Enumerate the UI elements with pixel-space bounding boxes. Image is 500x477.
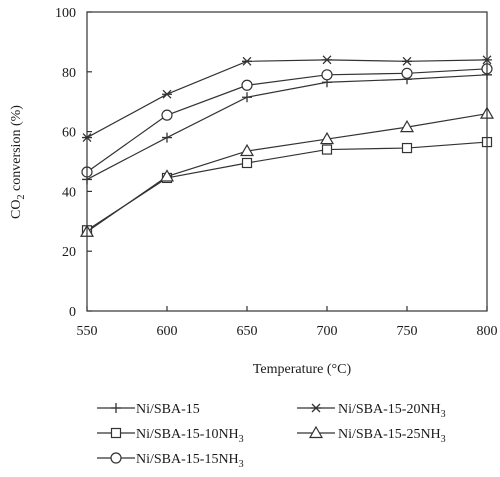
legend-marker-1 [110, 427, 122, 439]
data-point-0-650 [242, 92, 252, 103]
series-4 [79, 106, 495, 237]
data-point-2-650 [241, 79, 253, 91]
data-point-3-600 [162, 89, 172, 99]
data-point-0-600 [162, 132, 172, 143]
data-point-1-700 [321, 144, 333, 155]
series-line-0 [86, 74, 488, 180]
legend-item-0: Ni/SBA-15 [97, 402, 200, 417]
legend: Ni/SBA-15 Ni/SBA-15-10NH3 Ni/SBA-15-15NH3 N… [97, 402, 446, 470]
y-axis-title-subscript: 2 [16, 194, 27, 199]
y-tick-label-20: 20 [62, 245, 76, 260]
y-axis-title-suffix: conversion (%) [9, 105, 24, 195]
series-1 [81, 136, 493, 236]
axes: 550 600 650 700 750 800 0 20 40 60 80 100 [55, 6, 498, 339]
series-line-1 [86, 141, 488, 231]
data-point-4-700 [319, 131, 335, 145]
legend-label-3: Ni/SBA-15-20NH3 [338, 402, 446, 420]
legend-label-0: Ni/SBA-15 [136, 402, 200, 417]
legend-marker-2 [110, 452, 122, 464]
series-0 [82, 69, 492, 185]
series-line-2 [86, 68, 488, 173]
legend-marker-0 [111, 403, 121, 413]
series-3 [82, 55, 492, 143]
data-point-3-700 [322, 55, 332, 65]
data-point-2-700 [321, 69, 333, 81]
data-point-1-750 [401, 142, 413, 154]
y-tick-label-80: 80 [62, 66, 76, 81]
y-axis-title: CO2 conversion (%) [9, 105, 27, 219]
legend-marker-4 [308, 425, 324, 439]
legend-marker-3 [311, 403, 321, 413]
x-tick-label-750: 750 [397, 324, 418, 339]
legend-label-2: Ni/SBA-15-15NH3 [136, 452, 244, 470]
plot-frame [86, 11, 488, 312]
x-tick-label-800: 800 [477, 324, 498, 339]
series-2 [81, 63, 493, 178]
data-point-4-750 [399, 119, 415, 133]
data-point-2-750 [401, 67, 413, 79]
data-point-1-650 [241, 157, 253, 169]
x-axis-title: Temperature (°C) [253, 362, 352, 377]
series-line-4 [86, 113, 488, 233]
data-point-3-650 [242, 56, 252, 66]
y-axis-title-prefix: CO [9, 199, 24, 218]
data-point-2-600 [161, 109, 173, 121]
legend-item-4: Ni/SBA-15-25NH3 [297, 425, 446, 445]
x-tick-label-650: 650 [237, 324, 258, 339]
x-tick-label-700: 700 [317, 324, 338, 339]
data-point-4-650 [239, 143, 255, 157]
x-tick-label-550: 550 [77, 324, 98, 339]
y-tick-label-100: 100 [55, 6, 76, 21]
y-tick-label-0: 0 [69, 305, 76, 320]
plot-area [79, 55, 495, 237]
legend-label-4: Ni/SBA-15-25NH3 [338, 427, 446, 445]
legend-item-3: Ni/SBA-15-20NH3 [297, 402, 446, 420]
data-point-3-750 [402, 56, 412, 66]
series-line-3 [86, 59, 488, 139]
legend-item-2: Ni/SBA-15-15NH3 [97, 452, 244, 470]
x-tick-label-600: 600 [157, 324, 178, 339]
y-tick-label-40: 40 [62, 185, 76, 200]
data-point-4-600 [159, 169, 175, 182]
legend-item-1: Ni/SBA-15-10NH3 [97, 427, 244, 445]
y-tick-label-60: 60 [62, 126, 76, 141]
legend-label-1: Ni/SBA-15-10NH3 [136, 427, 244, 445]
